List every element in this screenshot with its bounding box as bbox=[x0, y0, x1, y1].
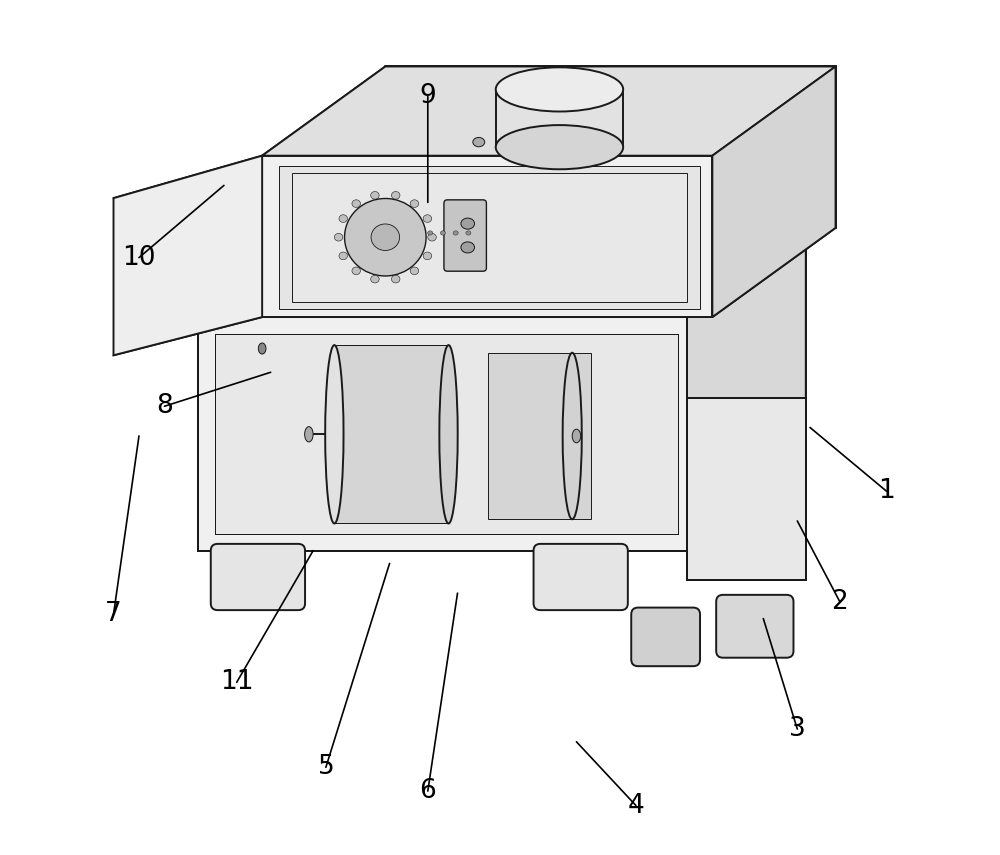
Text: 6: 6 bbox=[419, 778, 436, 804]
Ellipse shape bbox=[410, 267, 419, 274]
Text: 11: 11 bbox=[220, 669, 253, 695]
Ellipse shape bbox=[371, 192, 379, 199]
Polygon shape bbox=[334, 345, 449, 523]
Ellipse shape bbox=[334, 233, 343, 241]
Text: 4: 4 bbox=[628, 793, 644, 818]
Ellipse shape bbox=[352, 200, 360, 208]
Ellipse shape bbox=[453, 231, 458, 235]
Ellipse shape bbox=[428, 233, 436, 241]
Text: 3: 3 bbox=[789, 716, 806, 742]
Polygon shape bbox=[488, 353, 591, 519]
Polygon shape bbox=[687, 398, 806, 581]
Polygon shape bbox=[712, 67, 836, 317]
Polygon shape bbox=[279, 166, 700, 309]
Ellipse shape bbox=[423, 215, 432, 222]
Text: 5: 5 bbox=[317, 754, 334, 781]
Text: 9: 9 bbox=[419, 83, 436, 109]
Polygon shape bbox=[198, 232, 806, 317]
Ellipse shape bbox=[423, 252, 432, 260]
FancyBboxPatch shape bbox=[444, 200, 486, 271]
Ellipse shape bbox=[339, 252, 347, 260]
Text: 1: 1 bbox=[878, 478, 895, 504]
Polygon shape bbox=[262, 67, 836, 156]
Ellipse shape bbox=[371, 275, 379, 283]
FancyBboxPatch shape bbox=[534, 544, 628, 610]
FancyBboxPatch shape bbox=[631, 608, 700, 666]
Ellipse shape bbox=[440, 231, 445, 235]
Ellipse shape bbox=[325, 345, 344, 523]
Text: 2: 2 bbox=[831, 588, 848, 615]
Ellipse shape bbox=[496, 125, 623, 169]
Text: 10: 10 bbox=[122, 245, 156, 271]
Text: 7: 7 bbox=[105, 601, 122, 628]
Ellipse shape bbox=[496, 68, 623, 111]
Polygon shape bbox=[215, 334, 678, 534]
Ellipse shape bbox=[391, 275, 400, 283]
Polygon shape bbox=[292, 173, 687, 302]
Ellipse shape bbox=[461, 242, 475, 253]
Polygon shape bbox=[687, 232, 806, 551]
Ellipse shape bbox=[439, 345, 458, 523]
Ellipse shape bbox=[473, 138, 485, 147]
Ellipse shape bbox=[258, 343, 266, 354]
Ellipse shape bbox=[428, 231, 433, 235]
Ellipse shape bbox=[371, 224, 400, 251]
Polygon shape bbox=[114, 156, 262, 356]
Polygon shape bbox=[496, 90, 623, 147]
Ellipse shape bbox=[345, 198, 426, 276]
Ellipse shape bbox=[305, 427, 313, 442]
Ellipse shape bbox=[466, 231, 471, 235]
Polygon shape bbox=[262, 156, 712, 317]
FancyBboxPatch shape bbox=[211, 544, 305, 610]
Polygon shape bbox=[198, 317, 687, 551]
Text: 8: 8 bbox=[156, 393, 173, 419]
Ellipse shape bbox=[410, 200, 419, 208]
Polygon shape bbox=[687, 232, 806, 466]
Ellipse shape bbox=[572, 429, 581, 443]
Ellipse shape bbox=[563, 353, 582, 519]
Ellipse shape bbox=[339, 215, 347, 222]
FancyBboxPatch shape bbox=[716, 595, 793, 657]
Ellipse shape bbox=[391, 192, 400, 199]
Ellipse shape bbox=[352, 267, 360, 274]
Ellipse shape bbox=[461, 218, 475, 229]
